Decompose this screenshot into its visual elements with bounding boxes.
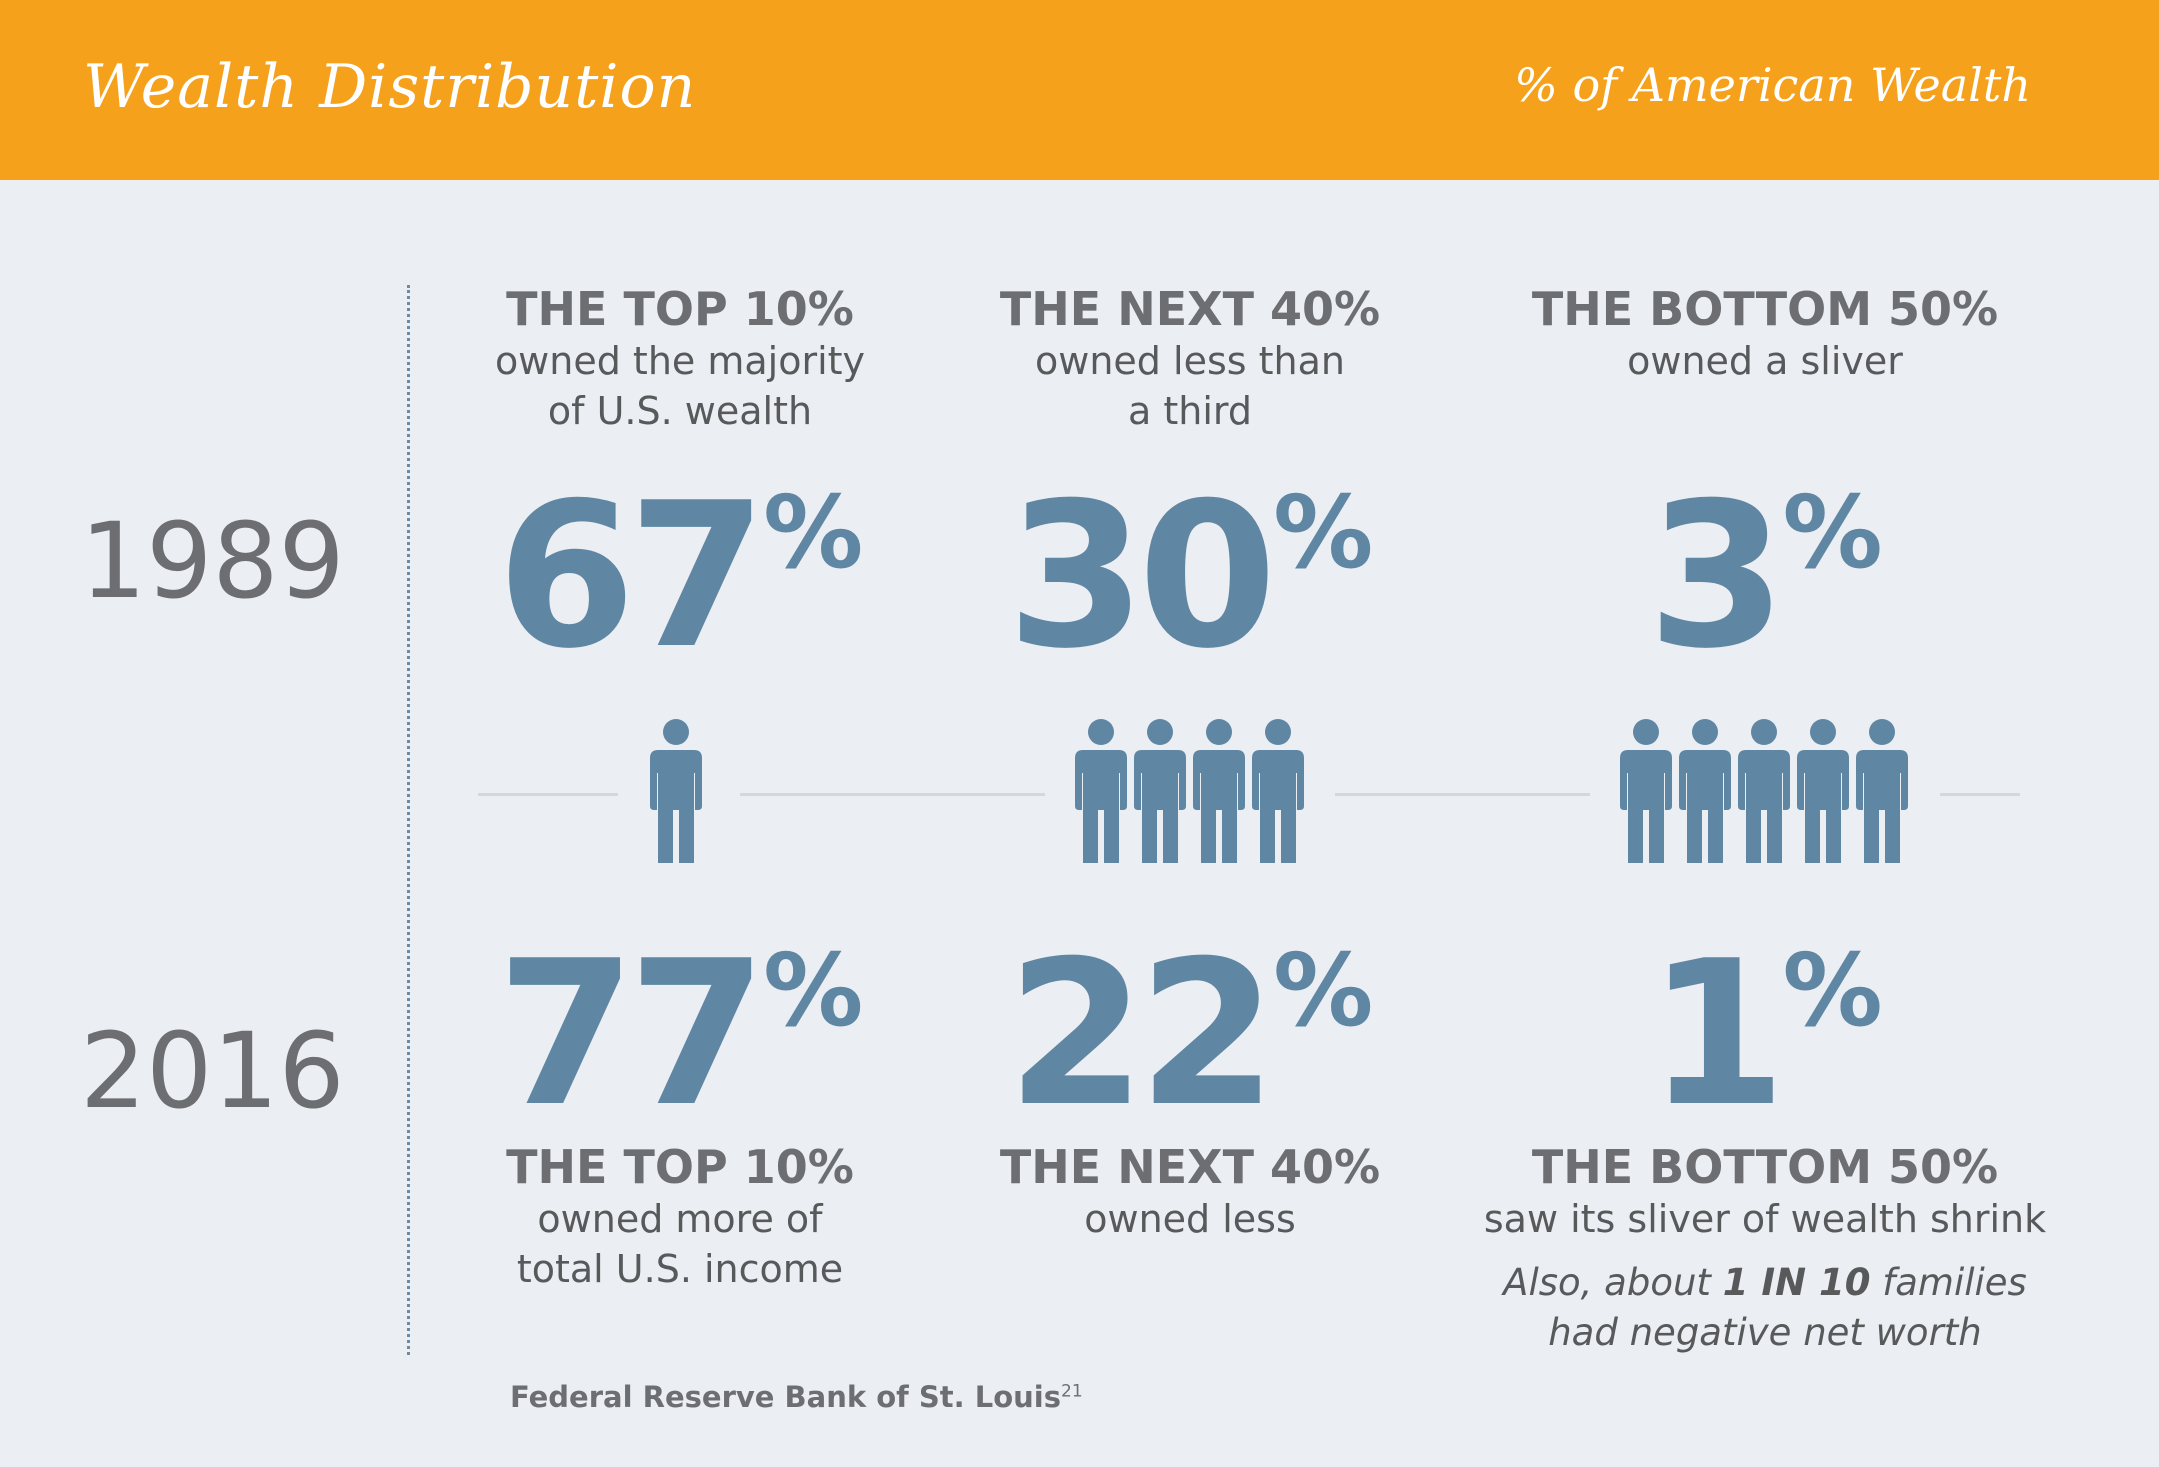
group-description: owned more of total U.S. income (516, 1197, 844, 1291)
people-icons (650, 719, 702, 863)
divider-line (740, 793, 1045, 796)
percent-sign: % (763, 474, 864, 591)
value-top10-1989: 67% (370, 460, 990, 693)
percent-sign: % (1782, 932, 1883, 1049)
person-icon (1856, 719, 1908, 863)
people-group-bottom50 (1620, 718, 1908, 863)
person-icon (1620, 719, 1672, 863)
group-top10-1989-caption: THE TOP 10% owned the majority of U.S. w… (370, 282, 990, 436)
divider-line (1335, 793, 1590, 796)
people-icons (1620, 719, 1908, 863)
group-next40-1989-caption: THE NEXT 40% owned less than a third (880, 282, 1500, 436)
source-credit: Federal Reserve Bank of St. Louis21 (510, 1380, 1083, 1414)
value-number: 22 (1006, 918, 1277, 1151)
year-label-2016: 2016 (80, 1010, 345, 1132)
value-top10-2016: 77% (370, 918, 990, 1151)
note-text: families (1870, 1261, 2027, 1304)
person-icon (1797, 719, 1849, 863)
percent-sign: % (763, 932, 864, 1049)
person-icon (1738, 719, 1790, 863)
person-icon (1193, 719, 1245, 863)
year-label-1989: 1989 (80, 500, 345, 622)
group-heading: THE NEXT 40% (999, 1140, 1381, 1194)
group-heading: THE NEXT 40% (999, 282, 1381, 336)
negative-net-worth-note: Also, about 1 IN 10 families had negativ… (1455, 1258, 2075, 1358)
value-number: 30 (1006, 460, 1277, 693)
divider-line (1940, 793, 2020, 796)
percent-sign: % (1273, 474, 1374, 591)
percent-sign: % (1782, 474, 1883, 591)
people-group-next40 (1075, 718, 1304, 863)
value-number: 3 (1647, 460, 1786, 693)
note-highlight: 1 IN 10 (1722, 1261, 1871, 1304)
person-icon (1252, 719, 1304, 863)
group-heading: THE TOP 10% (506, 1140, 854, 1194)
people-icons (1075, 719, 1304, 863)
value-number: 1 (1647, 918, 1786, 1151)
group-heading: THE TOP 10% (506, 282, 854, 336)
group-description: owned less than a third (1035, 339, 1345, 433)
group-bottom50-2016-caption: THE BOTTOM 50% saw its sliver of wealth … (1455, 1140, 2075, 1358)
group-description: saw its sliver of wealth shrink (1483, 1197, 2047, 1241)
group-description: owned the majority of U.S. wealth (494, 339, 866, 433)
value-bottom50-2016: 1% (1455, 918, 2075, 1151)
group-heading: THE BOTTOM 50% (1531, 282, 1999, 336)
footnote-marker: 21 (1061, 1381, 1083, 1402)
divider-line (478, 793, 618, 796)
timeline-divider (407, 285, 410, 1355)
note-text: Also, about (1503, 1261, 1723, 1304)
value-next40-1989: 30% (880, 460, 1500, 693)
page-subtitle: % of American Wealth (1514, 58, 2031, 112)
group-description: owned less (1084, 1197, 1296, 1241)
value-number: 77 (496, 918, 767, 1151)
page-title: Wealth Distribution (83, 52, 697, 122)
person-icon (1679, 719, 1731, 863)
note-text: had negative net worth (1548, 1311, 1982, 1354)
people-group-top10 (650, 718, 702, 863)
value-next40-2016: 22% (880, 918, 1500, 1151)
source-text: Federal Reserve Bank of St. Louis (510, 1380, 1061, 1414)
person-icon (1134, 719, 1186, 863)
group-heading: THE BOTTOM 50% (1531, 1140, 1999, 1194)
group-description: owned a sliver (1627, 339, 1903, 383)
group-next40-2016-caption: THE NEXT 40% owned less (880, 1140, 1500, 1244)
percent-sign: % (1273, 932, 1374, 1049)
person-icon (1075, 719, 1127, 863)
value-number: 67 (496, 460, 767, 693)
header-banner: Wealth Distribution % of American Wealth (0, 0, 2159, 180)
group-top10-2016-caption: THE TOP 10% owned more of total U.S. inc… (370, 1140, 990, 1294)
group-bottom50-1989-caption: THE BOTTOM 50% owned a sliver (1455, 282, 2075, 386)
value-bottom50-1989: 3% (1455, 460, 2075, 693)
person-icon (650, 719, 702, 863)
